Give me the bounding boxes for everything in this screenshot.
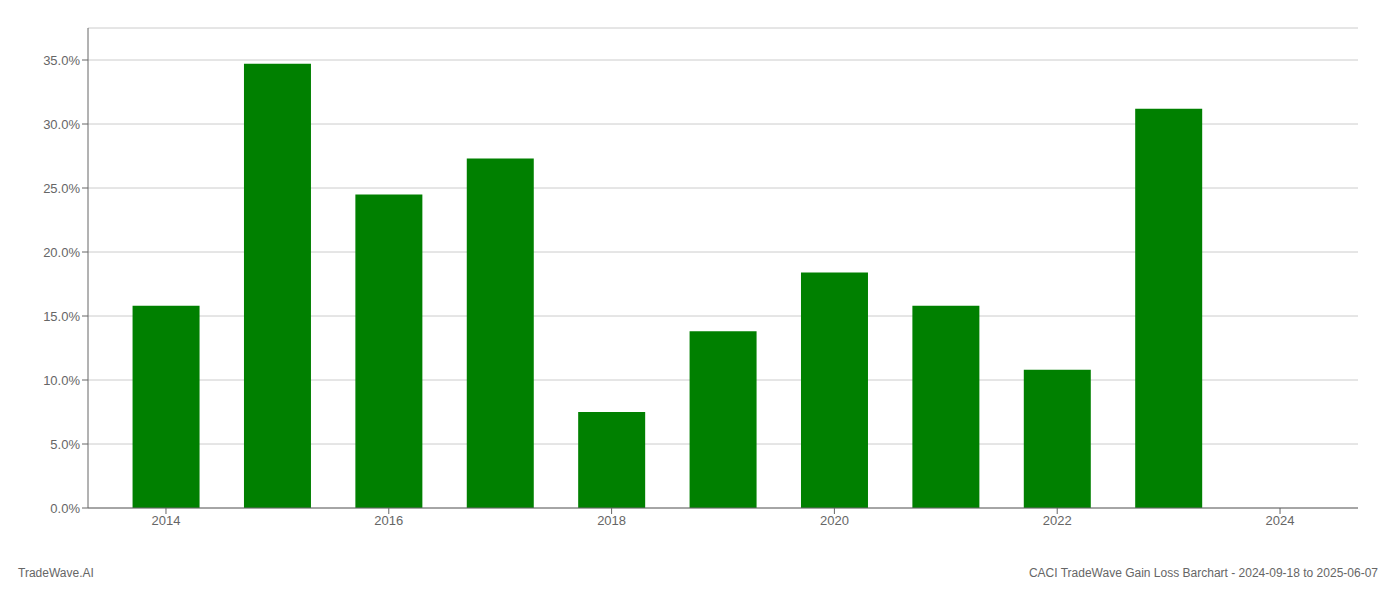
svg-text:2016: 2016 — [374, 513, 403, 528]
svg-text:35.0%: 35.0% — [43, 53, 80, 68]
svg-text:20.0%: 20.0% — [43, 245, 80, 260]
svg-text:2024: 2024 — [1266, 513, 1295, 528]
svg-text:15.0%: 15.0% — [43, 309, 80, 324]
svg-text:0.0%: 0.0% — [50, 501, 80, 516]
svg-text:10.0%: 10.0% — [43, 373, 80, 388]
svg-text:2014: 2014 — [152, 513, 181, 528]
html-text:TradeWave.AI: TradeWave.AI — [18, 566, 94, 580]
svg-text:2022: 2022 — [1043, 513, 1072, 528]
svg-text:2018: 2018 — [597, 513, 626, 528]
svg-text:30.0%: 30.0% — [43, 117, 80, 132]
svg-text:5.0%: 5.0% — [50, 437, 80, 452]
svg-text:2020: 2020 — [820, 513, 849, 528]
html-text:CACI TradeWave Gain Loss Barch: CACI TradeWave Gain Loss Barchart - 2024… — [1028, 566, 1378, 580]
svg-text:25.0%: 25.0% — [43, 181, 80, 196]
